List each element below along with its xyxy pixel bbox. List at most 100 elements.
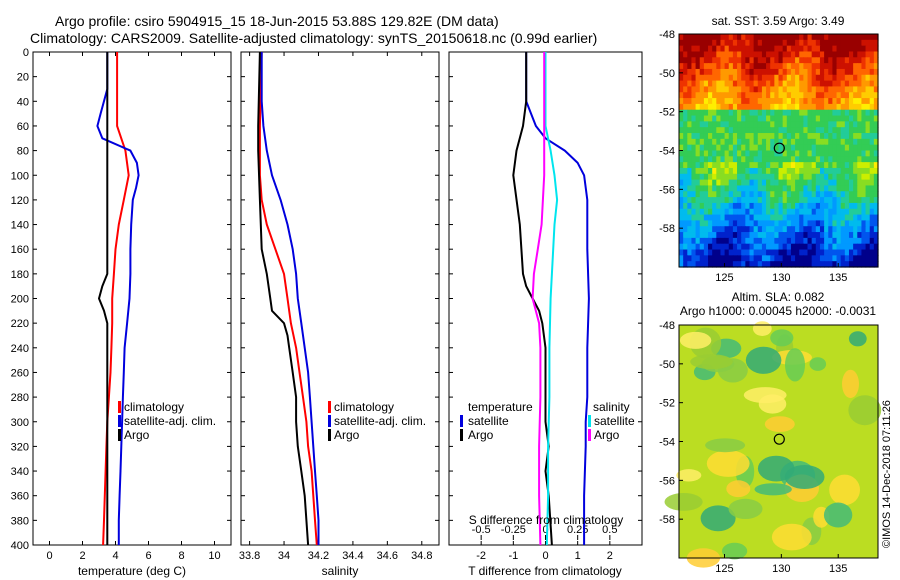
sst-cell <box>824 162 829 169</box>
sst-cell <box>865 179 871 187</box>
sst-cell <box>869 138 875 146</box>
sst-cell <box>691 226 697 233</box>
sst-cell <box>799 156 804 163</box>
sst-cell <box>840 162 846 169</box>
sst-cell <box>811 243 817 251</box>
sst-cell <box>782 220 788 227</box>
sst-cell <box>844 133 850 140</box>
sst-cell <box>761 68 767 76</box>
sst-cell <box>795 138 800 146</box>
sst-cell <box>708 220 713 227</box>
sst-cell <box>757 39 763 47</box>
sst-cell <box>737 191 742 198</box>
sst-cell <box>778 173 784 181</box>
sst-cell <box>724 92 730 99</box>
sst-cell <box>703 150 709 157</box>
sst-cell <box>844 156 850 163</box>
sst-cell <box>819 45 825 53</box>
sst-cell <box>712 208 717 216</box>
sst-cell <box>819 98 825 105</box>
sst-cell <box>848 226 854 233</box>
sst-cell <box>737 80 742 88</box>
sst-cell <box>853 156 858 163</box>
sst-cell <box>819 185 825 192</box>
sst-cell <box>732 34 738 41</box>
y-tick-label: 360 <box>11 491 29 503</box>
sst-cell <box>737 255 742 262</box>
sst-cell <box>786 243 792 251</box>
sst-cell <box>861 98 867 105</box>
sst-cell <box>824 57 829 64</box>
sst-cell <box>703 249 709 256</box>
sst-cell <box>708 39 713 47</box>
sst-cell <box>857 127 863 134</box>
sst-cell <box>782 98 788 105</box>
sst-cell <box>753 220 759 227</box>
sst-cell <box>836 185 842 192</box>
sst-cell <box>799 80 804 88</box>
sst-cell <box>732 162 738 169</box>
sst-cell <box>699 261 705 268</box>
sst-cell <box>766 191 771 198</box>
sst-cell <box>819 115 825 122</box>
sst-cell <box>836 45 842 53</box>
sst-cell <box>873 197 879 204</box>
sst-cell <box>774 45 780 53</box>
sst-cell <box>807 156 813 163</box>
sst-cell <box>815 74 821 82</box>
sst-cell <box>869 109 875 117</box>
sst-cell <box>840 261 846 268</box>
sst-cell <box>836 63 842 70</box>
sst-cell <box>815 197 821 204</box>
sst-cell <box>770 162 775 169</box>
sst-cell <box>869 179 875 187</box>
sst-cell <box>815 249 821 256</box>
sst-cell <box>749 144 755 152</box>
sst-cell <box>699 109 705 117</box>
sst-cell <box>761 162 767 169</box>
sst-cell <box>799 237 804 245</box>
sst-cell <box>807 232 813 239</box>
sst-cell <box>749 39 755 47</box>
sst-cell <box>840 197 846 204</box>
sst-cell <box>832 237 838 245</box>
sst-cell <box>720 202 726 210</box>
sst-cell <box>766 121 771 128</box>
sst-cell <box>799 255 804 262</box>
sst-cell <box>861 150 867 157</box>
sst-cell <box>782 255 788 262</box>
sst-cell <box>778 191 784 198</box>
sst-cell <box>848 162 854 169</box>
s-tick-label: -0.5 <box>472 524 491 536</box>
sst-cell <box>790 138 796 146</box>
sst-cell <box>844 115 850 122</box>
sst-cell <box>695 156 701 163</box>
sst-cell <box>687 121 693 128</box>
sst-cell <box>683 156 688 163</box>
sst-cell <box>712 127 717 134</box>
sst-cell <box>728 80 734 88</box>
sst-cell <box>840 51 846 58</box>
sst-cell <box>728 185 734 192</box>
sst-cell <box>828 45 833 53</box>
sst-cell <box>770 45 775 53</box>
sst-cell <box>724 167 730 175</box>
sst-cell <box>853 202 858 210</box>
sst-cell <box>712 63 717 70</box>
sst-cell <box>807 57 813 64</box>
sst-cell <box>799 133 804 140</box>
sst-cell <box>795 197 800 204</box>
sst-cell <box>828 144 833 152</box>
sst-cell <box>683 162 688 169</box>
sst-cell <box>778 133 784 140</box>
sst-cell <box>724 51 730 58</box>
sst-cell <box>770 80 775 88</box>
sst-cell <box>712 68 717 76</box>
sst-cell <box>778 214 784 221</box>
sst-cell <box>790 103 796 111</box>
sst-cell <box>737 86 742 93</box>
sst-cell <box>687 80 693 88</box>
sst-cell <box>774 191 780 198</box>
x-tick-label: 34 <box>278 550 290 562</box>
sst-cell <box>679 255 684 262</box>
